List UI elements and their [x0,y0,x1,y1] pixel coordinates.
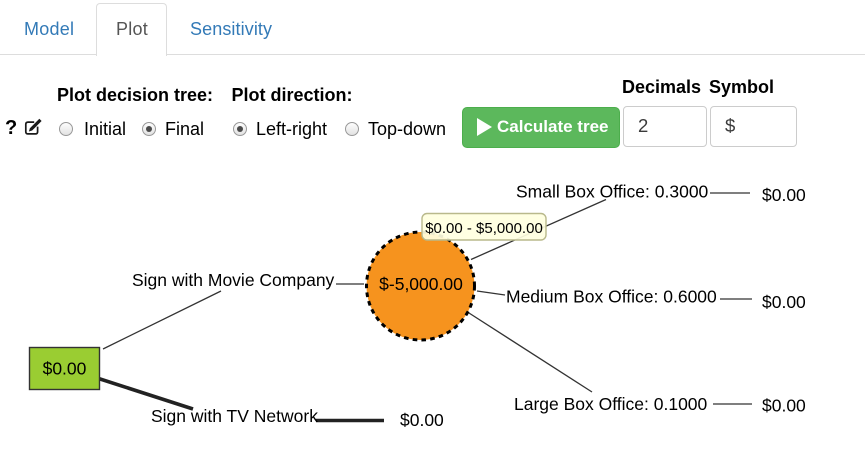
svg-text:Small Box Office: 0.3000: Small Box Office: 0.3000 [516,182,709,202]
svg-text:$0.00: $0.00 [762,396,806,416]
svg-text:$0.00 - $5,000.00: $0.00 - $5,000.00 [425,220,543,237]
svg-text:$-5,000.00: $-5,000.00 [379,274,463,294]
svg-text:$0.00: $0.00 [43,359,87,379]
svg-text:Large Box Office: 0.1000: Large Box Office: 0.1000 [514,394,708,414]
svg-text:$0.00: $0.00 [762,292,806,312]
svg-text:Medium Box Office: 0.6000: Medium Box Office: 0.6000 [506,287,717,307]
svg-text:Sign with Movie Company: Sign with Movie Company [132,270,335,290]
svg-text:$0.00: $0.00 [400,410,444,430]
svg-text:$0.00: $0.00 [762,185,806,205]
svg-text:Sign with TV Network: Sign with TV Network [151,406,318,426]
